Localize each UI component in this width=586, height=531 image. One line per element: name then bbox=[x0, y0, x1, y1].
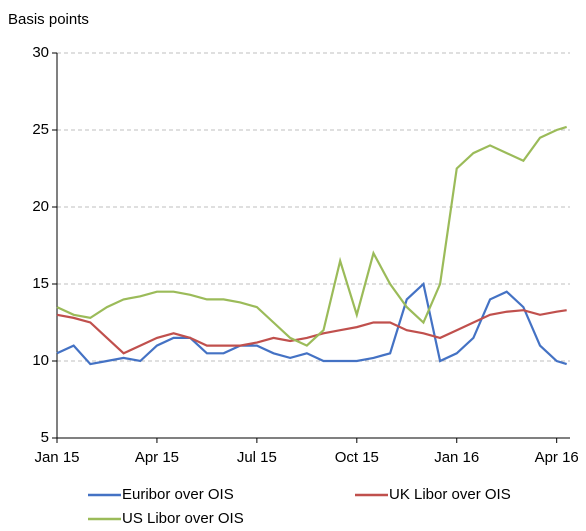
y-tick-label: 25 bbox=[32, 121, 49, 138]
x-tick-label: Oct 15 bbox=[335, 449, 379, 466]
legend-label: UK Libor over OIS bbox=[389, 486, 511, 503]
legend-label: Euribor over OIS bbox=[122, 486, 234, 503]
series-line bbox=[56, 309, 567, 355]
x-tick-label: Jan 16 bbox=[434, 449, 479, 466]
y-tick-label: 5 bbox=[41, 429, 49, 446]
legend-label: US Libor over OIS bbox=[122, 510, 244, 527]
y-tick-label: 20 bbox=[32, 198, 49, 215]
series-line bbox=[56, 125, 567, 347]
x-tick-label: Apr 16 bbox=[535, 449, 579, 466]
y-axis-label: Basis points bbox=[8, 11, 89, 28]
y-tick-label: 30 bbox=[32, 44, 49, 61]
series-line bbox=[56, 281, 567, 366]
y-tick-label: 15 bbox=[32, 275, 49, 292]
y-tick-label: 10 bbox=[32, 352, 49, 369]
x-tick-label: Apr 15 bbox=[135, 449, 179, 466]
x-tick-label: Jul 15 bbox=[237, 449, 277, 466]
x-tick-label: Jan 15 bbox=[34, 449, 79, 466]
